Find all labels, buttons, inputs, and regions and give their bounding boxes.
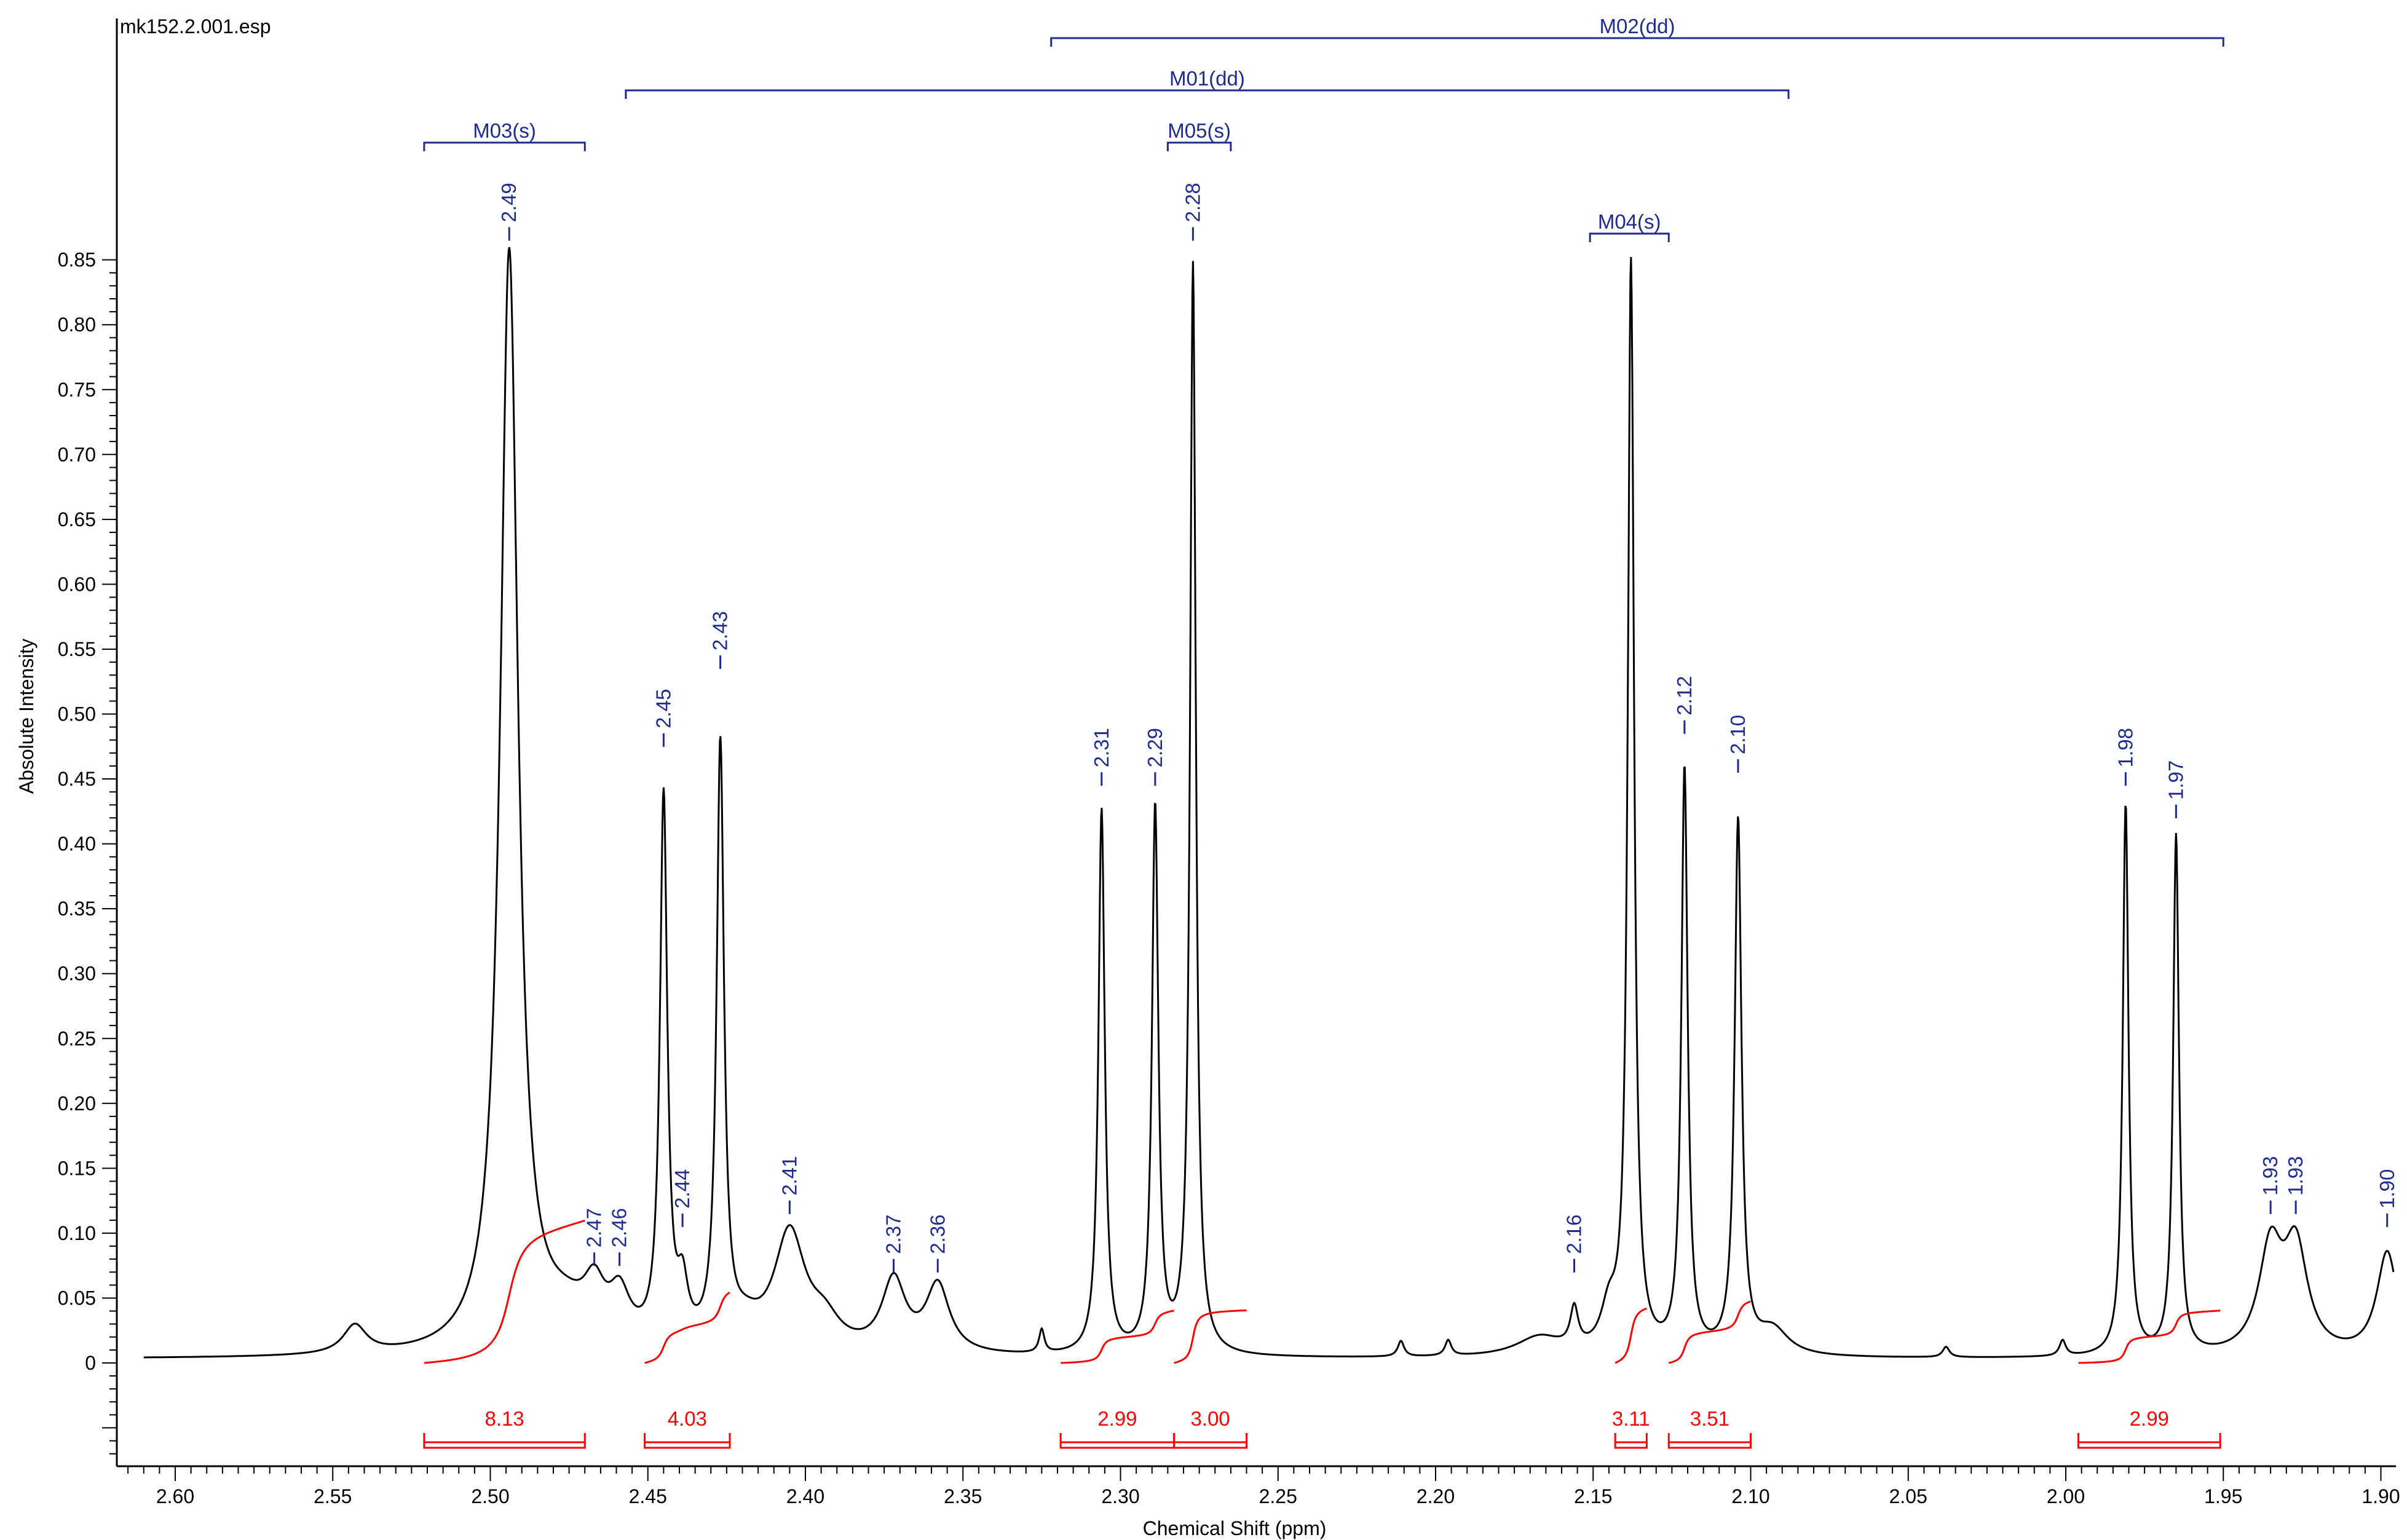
- y-tick-label: 0.25: [58, 1027, 96, 1049]
- integral-value: 8.13: [484, 1407, 524, 1430]
- multiplet-bracket: [1166, 141, 1232, 151]
- multiplet-bracket: [423, 141, 586, 151]
- peak-label: 2.45: [652, 689, 674, 729]
- integral-value: 3.00: [1190, 1407, 1230, 1430]
- multiplet-label: M03(s): [473, 119, 536, 142]
- y-tick-label: 0.20: [58, 1092, 96, 1115]
- integral-curve: [644, 1291, 730, 1364]
- peak-label: 1.93: [2284, 1156, 2307, 1196]
- integral-bracket: [2077, 1433, 2221, 1449]
- peak-label: 2.44: [671, 1169, 694, 1209]
- peak-label: 2.12: [1673, 676, 1696, 715]
- integral-value: 2.99: [2130, 1407, 2169, 1430]
- x-tick-label: 2.30: [1101, 1485, 1139, 1507]
- integral-bracket: [1173, 1433, 1247, 1449]
- y-tick-label: 0.85: [58, 249, 96, 271]
- integral-curves-layer: [424, 1219, 2221, 1364]
- integral-bracket: [1667, 1433, 1752, 1449]
- y-tick-label: 0.40: [58, 833, 96, 855]
- y-axis-title: Absolute Intensity: [15, 639, 38, 794]
- y-tick-label: 0.75: [58, 379, 96, 401]
- x-tick-label: 2.20: [1417, 1485, 1455, 1507]
- y-tick-label: 0.45: [58, 768, 96, 790]
- peak-label: 2.31: [1090, 728, 1113, 767]
- y-tick-label: 0.65: [58, 508, 96, 531]
- peak-label: 2.36: [926, 1215, 949, 1254]
- spectrum-layer: [143, 247, 2395, 1359]
- x-tick-label: 1.95: [2204, 1485, 2242, 1507]
- multiplet-label: M04(s): [1598, 210, 1661, 233]
- peak-label: 1.97: [2164, 760, 2187, 800]
- peak-label: 2.47: [583, 1208, 606, 1247]
- y-tick-label: 0.55: [58, 638, 96, 660]
- x-tick-label: 2.50: [471, 1485, 509, 1507]
- integral-bracket: [1614, 1433, 1648, 1449]
- integral-curve: [1668, 1300, 1751, 1364]
- integral-brackets-layer: 8.13 4.03 2.99 3.00 3.11 3.51 2.99: [423, 1407, 2221, 1449]
- peak-label: 2.29: [1144, 728, 1166, 767]
- x-tick-label: 2.45: [629, 1485, 667, 1507]
- peak-label: 1.93: [2259, 1156, 2282, 1196]
- y-tick-label: 0.80: [58, 314, 96, 336]
- integral-curve: [424, 1219, 585, 1364]
- y-tick-label: 0.15: [58, 1157, 96, 1179]
- x-tick-label: 2.15: [1574, 1485, 1612, 1507]
- peak-label: 2.37: [882, 1215, 905, 1254]
- file-label: mk152.2.001.esp: [120, 15, 271, 38]
- x-tick-label: 2.55: [314, 1485, 352, 1507]
- x-tick-label: 2.35: [944, 1485, 982, 1507]
- y-tick-label: 0.50: [58, 703, 96, 725]
- integral-curve: [1174, 1309, 1247, 1364]
- integral-bracket: [423, 1433, 586, 1449]
- peak-label: 2.43: [709, 611, 732, 650]
- y-tick-label: 0.60: [58, 573, 96, 595]
- y-tick-label: 0.05: [58, 1287, 96, 1309]
- peak-labels-layer: 2.49 2.47 2.46 2.45 2.44 2.43 2.41 2.37 2.36 2.31…: [497, 183, 2398, 1273]
- multiplet-label: M02(dd): [1600, 15, 1675, 38]
- y-tick-label: 0.30: [58, 963, 96, 985]
- integral-curve: [1615, 1307, 1647, 1364]
- x-tick-label: 2.25: [1259, 1485, 1297, 1507]
- peak-label: 2.10: [1726, 715, 1749, 754]
- x-tick-label: 2.60: [156, 1485, 194, 1507]
- multiplet-bracket: [1589, 232, 1670, 242]
- x-tick-label: 2.10: [1731, 1485, 1769, 1507]
- integral-value: 3.11: [1612, 1407, 1650, 1430]
- y-tick-label: 0.35: [58, 898, 96, 920]
- integral-curve: [1061, 1309, 1174, 1364]
- integral-value: 4.03: [668, 1407, 707, 1430]
- integral-bracket: [1059, 1433, 1176, 1449]
- y-tick-label: 0: [85, 1352, 96, 1374]
- integral-bracket: [644, 1433, 731, 1449]
- y-tick-label: 0.10: [58, 1222, 96, 1244]
- integral-curve: [2078, 1309, 2221, 1364]
- peak-label: 2.28: [1181, 183, 1204, 222]
- integral-value: 2.99: [1097, 1407, 1137, 1430]
- multiplet-label: M01(dd): [1169, 67, 1245, 90]
- multiplet-label: M05(s): [1168, 119, 1231, 142]
- multiplet-bracket: [625, 89, 1790, 99]
- peak-label: 2.41: [778, 1156, 800, 1196]
- spectrum-trace: [143, 247, 2395, 1359]
- peak-label: 2.46: [608, 1208, 631, 1247]
- peak-label: 1.98: [2114, 728, 2136, 767]
- integral-value: 3.51: [1690, 1407, 1729, 1430]
- peak-label: 2.16: [1563, 1215, 1586, 1254]
- peak-label: 1.90: [2376, 1169, 2398, 1209]
- axes: 0 0.05 0.10 0.15 0.20 0.25 0.30 0.35 0.40 0.45 0.5…: [58, 18, 2400, 1507]
- peak-label: 2.49: [497, 183, 520, 222]
- y-tick-label: 0.70: [58, 443, 96, 465]
- x-tick-label: 2.05: [1889, 1485, 1927, 1507]
- x-tick-label: 2.00: [2047, 1485, 2085, 1507]
- multiplet-brackets-layer: M02(dd) M01(dd) M03(s) M05(s) M04(s): [423, 15, 2224, 242]
- x-axis-title: Chemical Shift (ppm): [1143, 1517, 1327, 1539]
- x-tick-label: 1.90: [2362, 1485, 2400, 1507]
- multiplet-bracket: [1050, 37, 2224, 47]
- x-tick-label: 2.40: [786, 1485, 824, 1507]
